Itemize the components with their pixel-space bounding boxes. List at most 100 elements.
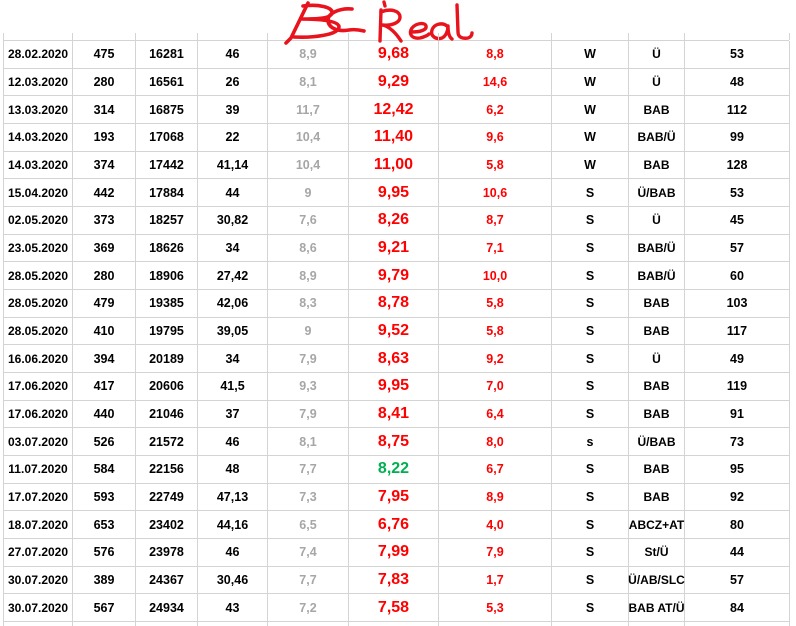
table-cell-odometer-row19[interactable]: 23978 (136, 538, 198, 567)
table-cell-value-b-row5[interactable]: 374 (73, 151, 136, 180)
table-cell-road-type-row8[interactable]: BAB/Ü (629, 234, 685, 263)
table-cell-odometer-row13[interactable]: 20606 (136, 372, 198, 401)
table-cell-difference-row15[interactable]: 8,0 (439, 428, 552, 456)
table-cell-distance-row4[interactable]: 99 (685, 123, 790, 152)
table-cell-odometer-row14[interactable]: 21046 (136, 400, 198, 429)
table-cell-odometer-row5[interactable]: 17442 (136, 151, 198, 180)
table-cell-season-row14[interactable]: S (552, 400, 629, 429)
table-cell-date-row5[interactable]: 14.03.2020 (4, 151, 73, 180)
table-cell-date-row11[interactable]: 28.05.2020 (4, 317, 73, 346)
table-cell-date-row7[interactable]: 02.05.2020 (4, 206, 73, 235)
table-cell-difference-row16[interactable]: 6,7 (439, 455, 552, 484)
table-cell-road-type-row3[interactable]: BAB (629, 96, 685, 124)
table-cell-road-type-row5[interactable]: BAB (629, 151, 685, 180)
table-cell-date-row10[interactable]: 28.05.2020 (4, 289, 73, 318)
table-cell-distance-row15[interactable]: 73 (685, 428, 790, 456)
table-cell-date-row4[interactable]: 14.03.2020 (4, 123, 73, 152)
table-cell-bc-estimate-row21[interactable]: 7,2 (268, 594, 349, 622)
table-cell-date-row8[interactable]: 23.05.2020 (4, 234, 73, 263)
table-cell-date-row19[interactable]: 27.07.2020 (4, 538, 73, 567)
table-cell-season-row1[interactable]: W (552, 41, 629, 69)
table-cell-odometer-row2[interactable]: 16561 (136, 68, 198, 97)
table-cell-odometer-row15[interactable]: 21572 (136, 428, 198, 456)
table-cell-distance-row21[interactable]: 84 (685, 594, 790, 622)
table-cell-season-row6[interactable]: S (552, 179, 629, 207)
table-cell-value-d-row15[interactable]: 46 (198, 428, 268, 456)
table-cell-value-d-row20[interactable]: 30,46 (198, 566, 268, 595)
table-cell-road-type-row7[interactable]: Ü (629, 206, 685, 235)
table-cell-difference-row19[interactable]: 7,9 (439, 538, 552, 567)
table-cell-difference-row10[interactable]: 5,8 (439, 289, 552, 318)
table-cell-odometer-row3[interactable]: 16875 (136, 96, 198, 124)
table-cell-road-type-row21[interactable]: BAB AT/Ü (629, 594, 685, 622)
table-cell-real-consumption-row19[interactable]: 7,99 (349, 538, 439, 567)
table-cell-bc-estimate-row11[interactable]: 9 (268, 317, 349, 346)
table-cell-season-row17[interactable]: S (552, 483, 629, 512)
table-cell-road-type-row9[interactable]: BAB/Ü (629, 262, 685, 290)
table-cell-bc-estimate-row19[interactable]: 7,4 (268, 538, 349, 567)
table-cell-difference-row11[interactable]: 5,8 (439, 317, 552, 346)
table-cell-difference-row7[interactable]: 8,7 (439, 206, 552, 235)
table-cell-value-b-row7[interactable]: 373 (73, 206, 136, 235)
table-cell-real-consumption-row3[interactable]: 12,42 (349, 96, 439, 124)
table-cell-bc-estimate-row3[interactable]: 11,7 (268, 96, 349, 124)
table-cell-odometer-row11[interactable]: 19795 (136, 317, 198, 346)
table-cell-date-row15[interactable]: 03.07.2020 (4, 428, 73, 456)
table-cell-date-row9[interactable]: 28.05.2020 (4, 262, 73, 290)
table-cell-value-d-row9[interactable]: 27,42 (198, 262, 268, 290)
table-cell-road-type-row11[interactable]: BAB (629, 317, 685, 346)
table-cell-value-d-row5[interactable]: 41,14 (198, 151, 268, 180)
table-cell-real-consumption-row7[interactable]: 8,26 (349, 206, 439, 235)
table-cell-real-consumption-row8[interactable]: 9,21 (349, 234, 439, 263)
table-cell-real-consumption-row17[interactable]: 7,95 (349, 483, 439, 512)
table-cell-season-row9[interactable]: S (552, 262, 629, 290)
table-cell-value-d-row11[interactable]: 39,05 (198, 317, 268, 346)
table-cell-distance-row5[interactable]: 128 (685, 151, 790, 180)
table-cell-difference-row6[interactable]: 10,6 (439, 179, 552, 207)
table-cell-distance-row2[interactable]: 48 (685, 68, 790, 97)
table-cell-value-d-row7[interactable]: 30,82 (198, 206, 268, 235)
table-cell-season-row15[interactable]: s (552, 428, 629, 456)
table-cell-odometer-row10[interactable]: 19385 (136, 289, 198, 318)
table-cell-road-type-row19[interactable]: St/Ü (629, 538, 685, 567)
table-cell-difference-row21[interactable]: 5,3 (439, 594, 552, 622)
table-cell-value-b-row16[interactable]: 584 (73, 455, 136, 484)
table-cell-road-type-row1[interactable]: Ü (629, 41, 685, 69)
table-cell-road-type-row15[interactable]: Ü/BAB (629, 428, 685, 456)
table-cell-season-row2[interactable]: W (552, 68, 629, 97)
table-cell-real-consumption-row5[interactable]: 11,00 (349, 151, 439, 180)
table-cell-real-consumption-row16[interactable]: 8,22 (349, 455, 439, 484)
table-cell-date-row21[interactable]: 30.07.2020 (4, 594, 73, 622)
table-cell-distance-row18[interactable]: 80 (685, 511, 790, 539)
table-cell-difference-row5[interactable]: 5,8 (439, 151, 552, 180)
table-cell-value-d-row12[interactable]: 34 (198, 345, 268, 373)
table-cell-season-row21[interactable]: S (552, 594, 629, 622)
table-cell-real-consumption-row6[interactable]: 9,95 (349, 179, 439, 207)
table-cell-distance-row9[interactable]: 60 (685, 262, 790, 290)
table-cell-odometer-row7[interactable]: 18257 (136, 206, 198, 235)
table-cell-value-d-row13[interactable]: 41,5 (198, 372, 268, 401)
table-cell-value-b-row4[interactable]: 193 (73, 123, 136, 152)
table-cell-odometer-row17[interactable]: 22749 (136, 483, 198, 512)
table-cell-value-b-row15[interactable]: 526 (73, 428, 136, 456)
table-cell-odometer-row12[interactable]: 20189 (136, 345, 198, 373)
table-cell-distance-row20[interactable]: 57 (685, 566, 790, 595)
table-cell-season-row20[interactable]: S (552, 566, 629, 595)
table-cell-season-row10[interactable]: S (552, 289, 629, 318)
table-cell-season-row11[interactable]: S (552, 317, 629, 346)
table-cell-odometer-row1[interactable]: 16281 (136, 41, 198, 69)
table-cell-bc-estimate-row16[interactable]: 7,7 (268, 455, 349, 484)
table-cell-bc-estimate-row8[interactable]: 8,6 (268, 234, 349, 263)
table-cell-distance-row3[interactable]: 112 (685, 96, 790, 124)
table-cell-value-b-row13[interactable]: 417 (73, 372, 136, 401)
table-cell-odometer-row21[interactable]: 24934 (136, 594, 198, 622)
table-cell-road-type-row18[interactable]: ABCZ+AT (629, 511, 685, 539)
table-cell-value-d-row10[interactable]: 42,06 (198, 289, 268, 318)
table-cell-date-row14[interactable]: 17.06.2020 (4, 400, 73, 429)
table-cell-bc-estimate-row12[interactable]: 7,9 (268, 345, 349, 373)
table-cell-value-b-row8[interactable]: 369 (73, 234, 136, 263)
table-cell-value-b-row2[interactable]: 280 (73, 68, 136, 97)
table-cell-odometer-row9[interactable]: 18906 (136, 262, 198, 290)
table-cell-bc-estimate-row14[interactable]: 7,9 (268, 400, 349, 429)
table-cell-season-row7[interactable]: S (552, 206, 629, 235)
